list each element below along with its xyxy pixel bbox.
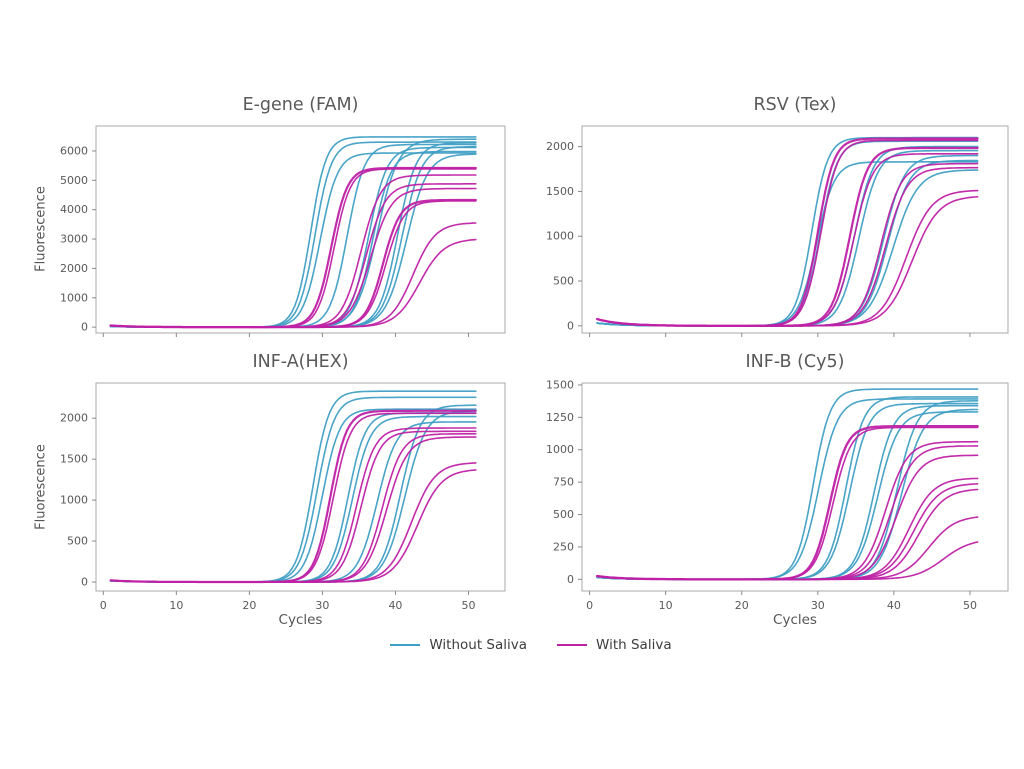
legend-label-with-saliva: With Saliva xyxy=(596,637,672,653)
svg-text:10: 10 xyxy=(169,599,183,612)
svg-text:1000: 1000 xyxy=(60,291,88,304)
svg-text:2000: 2000 xyxy=(546,140,574,153)
legend-line-icon-with-saliva xyxy=(557,644,588,646)
svg-text:1000: 1000 xyxy=(60,494,88,507)
svg-text:1500: 1500 xyxy=(546,185,574,198)
svg-text:6000: 6000 xyxy=(60,144,88,157)
plot-e-gene-fam: 0 1000 2000 3000 4000 5000 6000 xyxy=(60,125,506,337)
svg-text:2000: 2000 xyxy=(60,412,88,425)
svg-text:50: 50 xyxy=(963,599,977,612)
panel-title-inf-b-cy5: INF-B (Cy5) xyxy=(745,352,845,372)
svg-text:1250: 1250 xyxy=(546,411,574,424)
svg-text:1000: 1000 xyxy=(546,230,574,243)
svg-text:20: 20 xyxy=(242,599,256,612)
panel-title-rsv-tex: RSV (Tex) xyxy=(753,95,837,115)
svg-text:1000: 1000 xyxy=(546,443,574,456)
svg-text:0: 0 xyxy=(81,575,88,588)
legend-item-with-saliva: With Saliva xyxy=(557,637,672,653)
svg-text:0: 0 xyxy=(567,319,574,332)
svg-text:30: 30 xyxy=(315,599,329,612)
svg-text:40: 40 xyxy=(388,599,402,612)
svg-text:5000: 5000 xyxy=(60,174,88,187)
svg-text:1500: 1500 xyxy=(60,453,88,466)
x-axis-label-cycles-left: Cycles xyxy=(278,612,323,628)
legend-item-without-saliva: Without Saliva xyxy=(390,637,527,653)
x-axis-label-cycles-right: Cycles xyxy=(773,612,817,628)
svg-text:20: 20 xyxy=(735,599,749,612)
svg-text:30: 30 xyxy=(811,599,825,612)
legend-line-icon-without-saliva xyxy=(390,644,421,646)
svg-text:10: 10 xyxy=(659,599,673,612)
panel-title-e-gene-fam: E-gene (FAM) xyxy=(242,95,359,115)
svg-text:4000: 4000 xyxy=(60,203,88,216)
legend-label-without-saliva: Without Saliva xyxy=(429,637,528,653)
svg-text:3000: 3000 xyxy=(60,233,88,246)
svg-text:1500: 1500 xyxy=(546,378,574,391)
svg-text:2000: 2000 xyxy=(60,262,88,275)
svg-text:40: 40 xyxy=(887,599,901,612)
svg-text:500: 500 xyxy=(553,275,574,288)
panel-title-inf-a-hex: INF-A(HEX) xyxy=(252,352,349,372)
svg-text:0: 0 xyxy=(567,573,574,586)
svg-text:500: 500 xyxy=(553,508,574,521)
svg-text:750: 750 xyxy=(553,476,574,489)
svg-text:0: 0 xyxy=(586,599,593,612)
svg-text:50: 50 xyxy=(461,599,475,612)
svg-text:0: 0 xyxy=(100,599,107,612)
svg-text:0: 0 xyxy=(81,321,88,334)
plot-rsv-tex: 0 500 1000 1500 2000 xyxy=(546,125,1009,337)
legend: Without Saliva With Saliva xyxy=(0,637,1024,653)
svg-text:250: 250 xyxy=(553,540,574,553)
svg-text:500: 500 xyxy=(67,535,88,548)
